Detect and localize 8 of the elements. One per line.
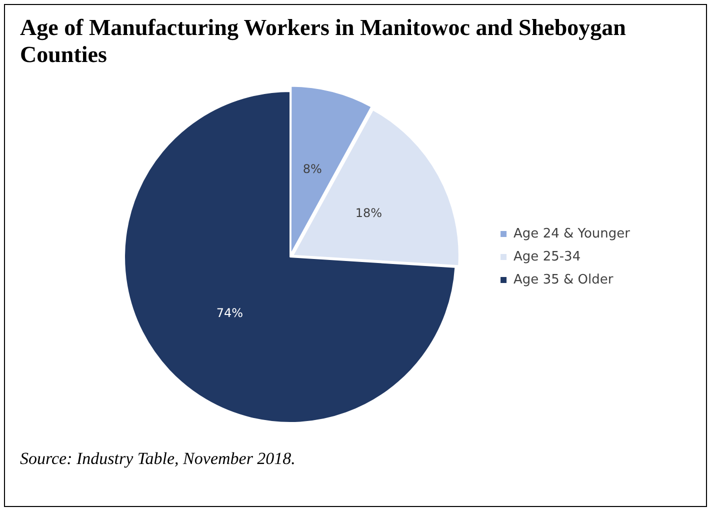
- legend-label: Age 24 & Younger: [514, 226, 631, 242]
- source-note: Source: Industry Table, November 2018.: [20, 448, 296, 470]
- legend-label: Age 35 & Older: [514, 272, 614, 288]
- chart-title: Age of Manufacturing Workers in Manitowoc and Sheboygan Counties: [20, 14, 627, 68]
- data-label: 8%: [302, 162, 322, 176]
- data-label: 18%: [355, 206, 382, 220]
- legend-label: Age 25-34: [514, 249, 581, 264]
- data-label: 74%: [216, 306, 244, 320]
